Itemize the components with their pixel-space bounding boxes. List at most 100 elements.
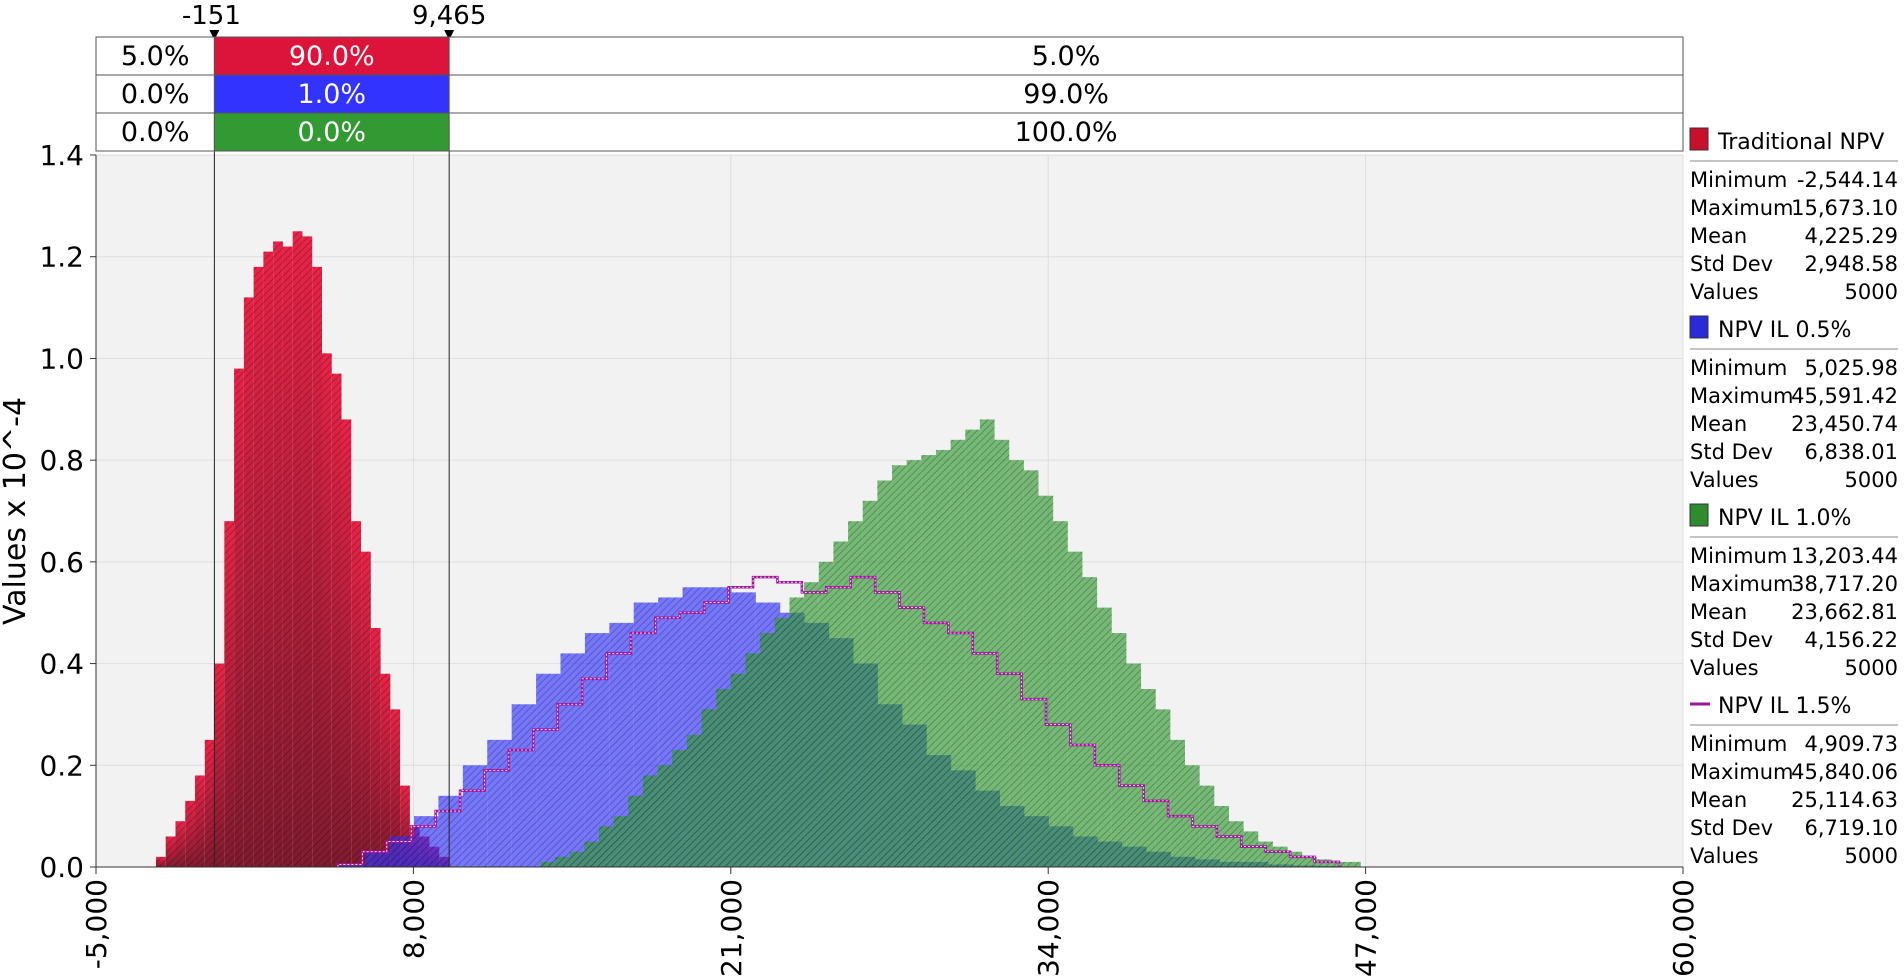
stat-value: 5,025.98: [1804, 356, 1898, 380]
histogram-bar-hatch: [351, 521, 362, 867]
stat-label: Values: [1690, 656, 1759, 680]
histogram-bar-hatch: [380, 673, 391, 867]
stat-value: 23,450.74: [1791, 412, 1898, 436]
histogram-bar-hatch: [774, 617, 790, 867]
histogram-bar-hatch: [716, 689, 731, 867]
histogram-bar-hatch: [321, 353, 332, 867]
legend-swatch-icon: [1689, 315, 1709, 339]
x-tick-label: 60,000: [1667, 879, 1700, 977]
histogram-bar-hatch: [1053, 521, 1068, 867]
histogram-bar-hatch: [1111, 633, 1127, 867]
band-left-cell: [95, 74, 215, 114]
histogram-bar-hatch: [400, 785, 410, 867]
stat-value: 6,719.10: [1804, 816, 1898, 840]
stat-label: Std Dev: [1690, 252, 1773, 276]
histogram-bar-hatch: [1302, 856, 1317, 867]
histogram-bar-hatch: [935, 449, 951, 867]
histogram-bar-hatch: [438, 795, 463, 867]
probability-band-row[interactable]: 0.0% 1.0% 99.0%: [95, 74, 1684, 114]
band-left-cell: [95, 36, 215, 76]
stat-value: 5000: [1845, 280, 1898, 304]
stat-value: 15,673.10: [1791, 196, 1898, 220]
histogram-bar-hatch: [361, 551, 371, 867]
histogram-bar-hatch: [204, 739, 215, 867]
stat-value: 5000: [1845, 656, 1898, 680]
histogram-bar-hatch: [1346, 861, 1361, 867]
stat-value: 2,948.58: [1804, 252, 1898, 276]
y-tick-label: 0.0: [39, 851, 84, 884]
histogram-bar-hatch: [243, 297, 254, 867]
y-tick-label: 1.0: [39, 342, 84, 375]
stats-block: NPV IL 1.0% Minimum 13,203.44 Maximum38,717…: [1689, 503, 1898, 680]
delimiter-handle-icon[interactable]: [444, 30, 455, 40]
histogram-bar-hatch: [1067, 551, 1083, 867]
stat-label: Values: [1690, 280, 1759, 304]
stats-block: NPV IL 0.5% Minimum 5,025.98 Maximum45,591.…: [1689, 315, 1898, 492]
y-tick-label: 0.2: [39, 749, 84, 782]
legend-series-name: NPV IL 1.5%: [1718, 694, 1851, 719]
stat-label: Minimum: [1690, 168, 1787, 192]
legend-series-name: NPV IL 1.0%: [1718, 506, 1851, 531]
probability-band-row[interactable]: 5.0% 90.0% 5.0%: [95, 36, 1684, 76]
stat-label: Values: [1690, 844, 1759, 868]
stat-label: Maximum: [1690, 760, 1793, 784]
y-axis-label: Values x 10^-4: [0, 397, 33, 625]
band-left-label: 5.0%: [121, 41, 190, 72]
stat-label: Mean: [1690, 600, 1747, 624]
histogram-bar-hatch: [282, 246, 293, 868]
histogram-bar-hatch: [511, 704, 537, 867]
histogram-bar-hatch: [745, 653, 761, 867]
histogram-bar-hatch: [1097, 607, 1112, 867]
band-right-cell: [448, 36, 1684, 76]
stat-label: Std Dev: [1690, 816, 1773, 840]
histogram-bar-hatch: [657, 765, 673, 867]
histogram-bar-hatch: [789, 597, 805, 867]
histogram-bar-hatch: [365, 851, 390, 867]
y-tick-label: 0.4: [39, 648, 84, 681]
histogram-bar-hatch: [1023, 470, 1039, 867]
histogram-bar-hatch: [312, 266, 322, 867]
histogram-bar-hatch: [1009, 460, 1024, 867]
histogram-bar-hatch: [414, 816, 439, 867]
delimiter-right-label: 9,465: [412, 1, 486, 31]
histogram-bar-hatch: [462, 765, 488, 867]
band-left-cell: [95, 112, 215, 152]
histogram-bar-hatch: [390, 709, 401, 867]
histogram-bar-hatch: [1126, 663, 1142, 867]
stat-label: Mean: [1690, 412, 1747, 436]
x-tick-label: 8,000: [397, 879, 430, 959]
stat-label: Maximum: [1690, 572, 1793, 596]
histogram-bar-hatch: [584, 841, 600, 867]
delimiter-lines: -151 9,465: [182, 1, 486, 867]
histogram-bar-hatch: [979, 419, 995, 867]
legend-series-name: NPV IL 0.5%: [1718, 318, 1851, 343]
histogram-bar-hatch: [1141, 689, 1156, 867]
legend-series-name: Traditional NPV: [1717, 130, 1884, 155]
histogram-bar-hatch: [175, 821, 186, 867]
histogram-bar-hatch: [487, 739, 512, 867]
delimiter-handle-icon[interactable]: [209, 30, 220, 40]
histogram-bar-hatch: [536, 673, 561, 867]
histogram-bar-hatch: [1038, 495, 1054, 867]
histogram-bar-hatch: [214, 663, 225, 867]
histogram-bar-hatch: [569, 851, 585, 867]
histogram-bar-hatch: [686, 734, 702, 867]
stat-value: 25,114.63: [1791, 788, 1898, 812]
probability-band-row[interactable]: 0.0% 0.0% 100.0%: [95, 112, 1684, 152]
series-npv-il-1-5-: [336, 575, 1341, 867]
histogram-bar-hatch: [273, 241, 283, 867]
histogram-bar-hatch: [906, 460, 922, 867]
stat-label: Minimum: [1690, 544, 1787, 568]
band-middle-label: 90.0%: [289, 41, 375, 72]
y-tick-label: 0.8: [39, 444, 84, 477]
histogram-bar-hatch: [234, 368, 244, 867]
histogram-outline-dash: [337, 576, 1340, 867]
y-tick-label: 1.2: [39, 241, 84, 274]
histogram-bar-hatch: [370, 627, 381, 867]
x-tick-label: -5,000: [80, 879, 113, 969]
stat-value: 45,840.06: [1791, 760, 1898, 784]
histogram-bar-hatch: [302, 236, 313, 867]
probability-bands[interactable]: 5.0% 90.0% 5.0% 0.0% 1.0% 99.0% 0.0% 0.0% 100.0%: [95, 36, 1684, 152]
